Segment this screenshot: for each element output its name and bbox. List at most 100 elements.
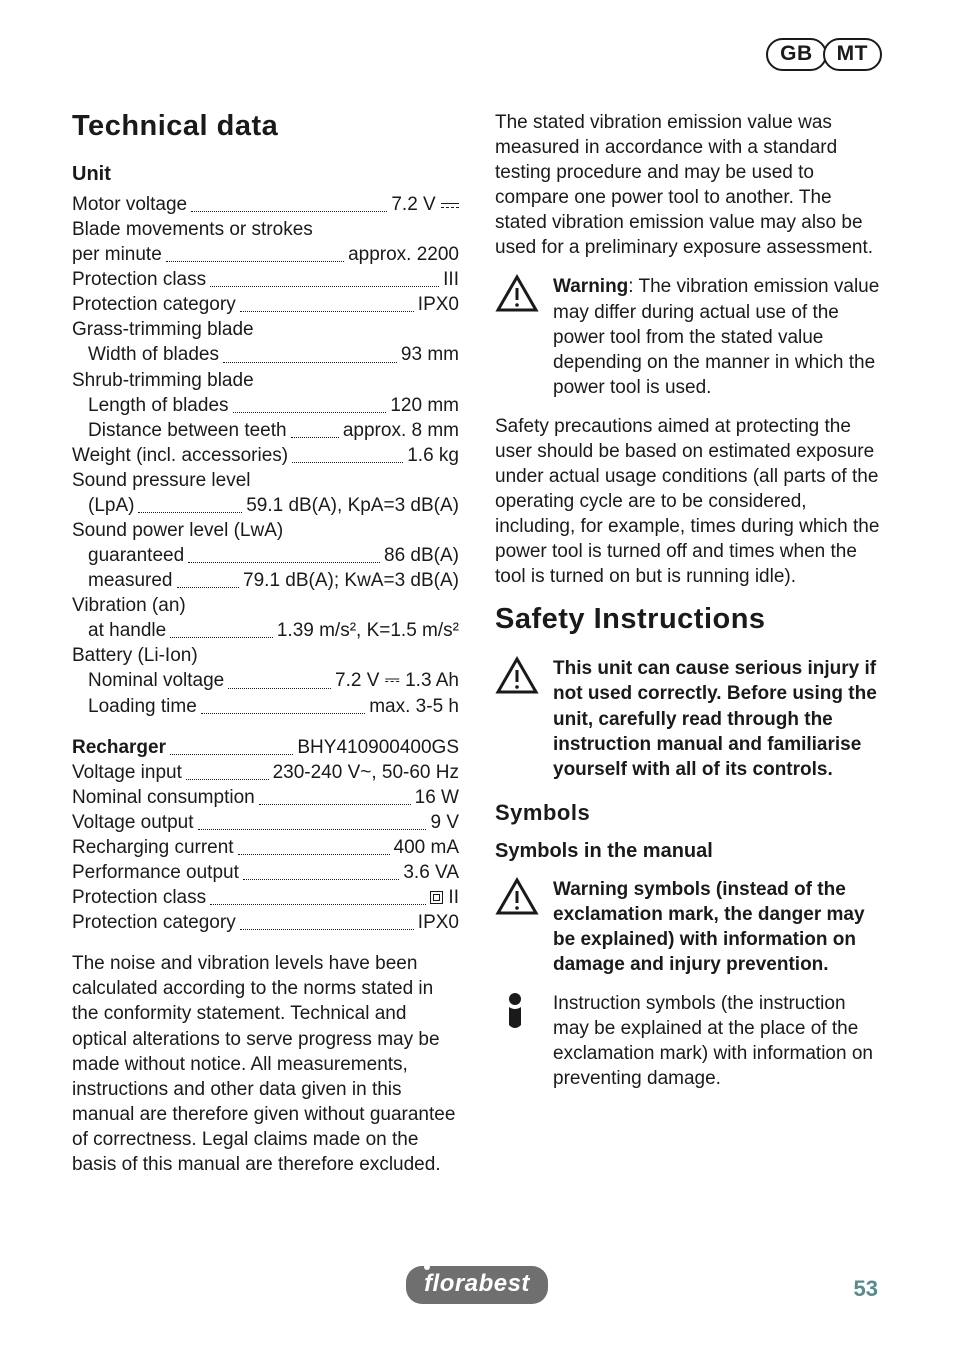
spec-value: 93 mm [401, 342, 459, 367]
spec-label: Protection class [72, 885, 206, 910]
spec-list-recharger: Recharger BHY410900400GS Voltage input 23… [72, 735, 459, 936]
dot-leader [166, 261, 344, 262]
two-column-layout: Technical data Unit Motor voltage 7.2 V B… [72, 110, 882, 1191]
dot-leader [210, 904, 426, 905]
spec-line: Sound pressure level [72, 468, 459, 493]
spec-line: Sound power level (LwA) [72, 518, 459, 543]
spec-value: 16 W [415, 785, 459, 810]
subheading-unit: Unit [72, 163, 459, 186]
dot-leader [292, 462, 403, 463]
dot-leader [228, 688, 331, 689]
warning-injury-text: This unit can cause serious injury if no… [553, 656, 882, 781]
spec-line: Blade movements or strokes [72, 217, 459, 242]
spec-value: 86 dB(A) [384, 543, 459, 568]
spec-label: (LpA) [88, 493, 134, 518]
warning-block-injury: This unit can cause serious injury if no… [495, 656, 882, 781]
spec-label: Protection category [72, 292, 236, 317]
heading-technical-data: Technical data [72, 110, 459, 143]
spec-row: Width of blades 93 mm [72, 342, 459, 367]
dot-leader [170, 754, 293, 755]
spec-value: II [430, 885, 459, 910]
spec-value: 230-240 V~, 50-60 Hz [273, 760, 459, 785]
dot-leader [223, 362, 397, 363]
spec-label: Motor voltage [72, 192, 187, 217]
subheading-symbols: Symbols [495, 800, 882, 826]
spec-row: Protection class II [72, 885, 459, 910]
spec-row: Weight (incl. accessories) 1.6 kg [72, 443, 459, 468]
warning-triangle-icon [495, 877, 539, 917]
spec-line: Grass-trimming blade [72, 317, 459, 342]
spec-label: Distance between teeth [88, 418, 287, 443]
right-column: The stated vibration emission value was … [495, 110, 882, 1191]
dot-leader [240, 311, 414, 312]
spec-row: Recharger BHY410900400GS [72, 735, 459, 760]
spec-label: Loading time [88, 694, 197, 719]
spec-line: Battery (Li-Ion) [72, 643, 459, 668]
spec-row: per minuteapprox. 2200 [72, 242, 459, 267]
spec-label: Voltage output [72, 810, 194, 835]
spec-value: 7.2 V [391, 192, 459, 217]
badge-gb: GB [766, 38, 827, 71]
dot-leader [170, 637, 273, 638]
badge-mt: MT [823, 38, 882, 71]
spec-row: Performance output3.6 VA [72, 860, 459, 885]
dot-leader [201, 713, 365, 714]
spec-label: Voltage input [72, 760, 182, 785]
spec-label: Protection category [72, 910, 236, 935]
spec-row: Recharging current 400 mA [72, 835, 459, 860]
spec-row: Protection class III [72, 267, 459, 292]
warning-triangle-icon [495, 656, 539, 696]
spec-label: Performance output [72, 860, 239, 885]
dot-leader [240, 929, 414, 930]
left-column: Technical data Unit Motor voltage 7.2 V B… [72, 110, 459, 1191]
spec-value: 79.1 dB(A); KwA=3 dB(A) [243, 568, 459, 593]
spec-value: 400 mA [394, 835, 459, 860]
spec-value: approx. 8 mm [343, 418, 459, 443]
spec-list-unit: Motor voltage 7.2 V Blade movements or st… [72, 192, 459, 719]
instruction-text: Instruction symbols (the instruction may… [553, 991, 882, 1091]
brand-logo: florabest [406, 1266, 548, 1304]
spec-row: Loading timemax. 3-5 h [72, 694, 459, 719]
spec-value: IPX0 [418, 292, 459, 317]
spec-label: Recharging current [72, 835, 234, 860]
instruction-icon [495, 991, 535, 1031]
spec-row: Voltage input 230-240 V~, 50-60 Hz [72, 760, 459, 785]
paragraph-vibration-intro: The stated vibration emission value was … [495, 110, 882, 260]
warning-block-vibration: Warning: The vibration emission value ma… [495, 274, 882, 399]
spec-label: Length of blades [88, 393, 229, 418]
spec-label: Nominal consumption [72, 785, 255, 810]
spec-value: III [443, 267, 459, 292]
spec-row: guaranteed 86 dB(A) [72, 543, 459, 568]
spec-row: at handle1.39 m/s², K=1.5 m/s² [72, 618, 459, 643]
dot-leader [138, 512, 242, 513]
spec-row: Length of blades 120 mm [72, 393, 459, 418]
spec-label: Protection class [72, 267, 206, 292]
dot-leader [238, 854, 390, 855]
warning-triangle-icon [495, 274, 539, 314]
locale-badges: GB MT [766, 38, 882, 71]
spec-line: Vibration (an) [72, 593, 459, 618]
paragraph-disclaimer: The noise and vibration levels have been… [72, 951, 459, 1177]
spec-value: 7.2 V ⎓ 1.3 Ah [335, 668, 459, 693]
warning-symbols-text: Warning symbols (instead of the exclamat… [553, 877, 882, 977]
spec-label: guaranteed [88, 543, 184, 568]
spec-row: Nominal voltage 7.2 V ⎓ 1.3 Ah [72, 668, 459, 693]
footer: florabest [0, 1266, 954, 1304]
spec-row: Protection category IPX0 [72, 292, 459, 317]
spec-label: Weight (incl. accessories) [72, 443, 288, 468]
spec-value: 120 mm [390, 393, 459, 418]
spec-label: Width of blades [88, 342, 219, 367]
spec-row: Distance between teeth approx. 8 mm [72, 418, 459, 443]
instruction-block: Instruction symbols (the instruction may… [495, 991, 882, 1091]
dot-leader [233, 412, 387, 413]
dot-leader [186, 779, 269, 780]
spec-row: Nominal consumption 16 W [72, 785, 459, 810]
spec-row: Protection categoryIPX0 [72, 910, 459, 935]
spec-row: Voltage output9 V [72, 810, 459, 835]
spec-label: Nominal voltage [88, 668, 224, 693]
spec-line: Shrub-trimming blade [72, 368, 459, 393]
spec-value: 1.6 kg [407, 443, 459, 468]
spec-row: measured79.1 dB(A); KwA=3 dB(A) [72, 568, 459, 593]
recharger-label: Recharger [72, 735, 166, 760]
page-number: 53 [854, 1276, 878, 1302]
